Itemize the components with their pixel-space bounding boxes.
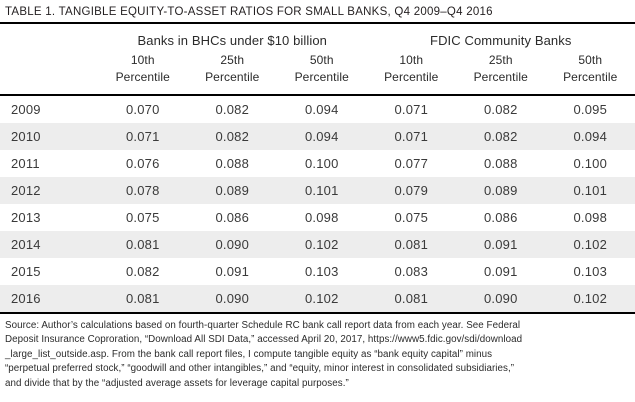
corner-cell xyxy=(0,24,98,49)
value-cell: 0.070 xyxy=(125,101,160,117)
value-cell: 0.082 xyxy=(215,101,250,117)
value-cell: 0.081 xyxy=(125,290,160,306)
value-cell: 0.102 xyxy=(573,290,608,306)
year-cell: 2009 xyxy=(11,101,41,117)
value-cell: 0.103 xyxy=(573,263,608,279)
value-cell: 0.091 xyxy=(483,236,518,252)
value-cell: 0.077 xyxy=(394,155,429,171)
source-line: _large_list_outside.asp. From the bank c… xyxy=(5,348,493,360)
year-cell: 2010 xyxy=(11,128,41,144)
year-cell: 2015 xyxy=(11,263,41,279)
value-cell: 0.090 xyxy=(215,290,250,306)
value-cell: 0.101 xyxy=(304,182,339,198)
corner-cell xyxy=(0,49,98,96)
value-cell: 0.088 xyxy=(215,155,250,171)
source-line: “perpetual preferred stock,” “goodwill a… xyxy=(5,363,515,375)
value-cell: 0.094 xyxy=(304,128,339,144)
value-cell: 0.089 xyxy=(483,182,518,198)
source-line: Source: Author’s calculations based on f… xyxy=(5,319,521,331)
year-cell: 2011 xyxy=(11,155,40,171)
value-cell: 0.098 xyxy=(573,209,608,225)
value-cell: 0.086 xyxy=(483,209,518,225)
table-row: 2014 0.081 0.090 0.102 0.081 0.091 0.102 xyxy=(0,230,635,258)
column-group-fdic: FDIC Community Banks xyxy=(430,33,572,48)
value-cell: 0.079 xyxy=(394,182,429,198)
value-cell: 0.082 xyxy=(215,128,250,144)
value-cell: 0.081 xyxy=(125,236,160,252)
year-cell: 2016 xyxy=(11,290,41,306)
column-group-row: Banks in BHCs under $10 billion FDIC Com… xyxy=(0,24,635,49)
column-header-bhc-10th: 10th Percentile xyxy=(98,49,188,96)
value-cell: 0.102 xyxy=(304,290,339,306)
value-cell: 0.086 xyxy=(215,209,250,225)
table-row: 2012 0.078 0.089 0.101 0.079 0.089 0.101 xyxy=(0,176,635,204)
value-cell: 0.081 xyxy=(394,236,429,252)
year-cell: 2012 xyxy=(11,182,41,198)
table-row: 2016 0.081 0.090 0.102 0.081 0.090 0.102 xyxy=(0,284,635,312)
table-row: 2013 0.075 0.086 0.098 0.075 0.086 0.098 xyxy=(0,204,635,231)
value-cell: 0.078 xyxy=(125,182,160,198)
table-row: 2015 0.082 0.091 0.103 0.083 0.091 0.103 xyxy=(0,258,635,285)
value-cell: 0.071 xyxy=(394,101,429,117)
source-note: Source: Author’s calculations based on f… xyxy=(0,311,635,392)
value-cell: 0.103 xyxy=(304,263,339,279)
value-cell: 0.100 xyxy=(304,155,339,171)
value-cell: 0.076 xyxy=(125,155,160,171)
value-cell: 0.094 xyxy=(573,128,608,144)
table-row: 2009 0.070 0.082 0.094 0.071 0.082 0.095 xyxy=(0,95,635,123)
column-header-fdic-50th: 50th Percentile xyxy=(545,49,635,96)
year-cell: 2013 xyxy=(11,209,41,225)
column-header-bhc-50th: 50th Percentile xyxy=(277,49,367,96)
value-cell: 0.091 xyxy=(215,263,250,279)
value-cell: 0.083 xyxy=(394,263,429,279)
value-cell: 0.071 xyxy=(125,128,160,144)
value-cell: 0.090 xyxy=(483,290,518,306)
value-cell: 0.102 xyxy=(573,236,608,252)
value-cell: 0.095 xyxy=(573,101,608,117)
column-group-bhc: Banks in BHCs under $10 billion xyxy=(137,33,328,48)
column-header-row: 10th Percentile 25th Percentile 50th Per… xyxy=(0,49,635,96)
column-header-fdic-25th: 25th Percentile xyxy=(456,49,546,96)
table-title: TABLE 1. TANGIBLE EQUITY-TO-ASSET RATIOS… xyxy=(0,0,635,24)
value-cell: 0.075 xyxy=(125,209,160,225)
value-cell: 0.082 xyxy=(125,263,160,279)
value-cell: 0.082 xyxy=(483,101,518,117)
source-line: and divide that by the “adjusted average… xyxy=(5,377,349,389)
value-cell: 0.091 xyxy=(483,263,518,279)
value-cell: 0.075 xyxy=(394,209,429,225)
source-line: Deposit Insurance Coproration, “Download… xyxy=(5,334,523,346)
value-cell: 0.094 xyxy=(304,101,339,117)
table-row: 2010 0.071 0.082 0.094 0.071 0.082 0.094 xyxy=(0,122,635,150)
value-cell: 0.088 xyxy=(483,155,518,171)
equity-ratio-table: Banks in BHCs under $10 billion FDIC Com… xyxy=(0,24,635,312)
column-header-fdic-10th: 10th Percentile xyxy=(366,49,456,96)
value-cell: 0.101 xyxy=(573,182,608,198)
value-cell: 0.090 xyxy=(215,236,250,252)
value-cell: 0.089 xyxy=(215,182,250,198)
year-cell: 2014 xyxy=(11,236,41,252)
value-cell: 0.071 xyxy=(394,128,429,144)
value-cell: 0.100 xyxy=(573,155,608,171)
value-cell: 0.098 xyxy=(304,209,339,225)
value-cell: 0.081 xyxy=(394,290,429,306)
column-header-bhc-25th: 25th Percentile xyxy=(187,49,277,96)
table-row: 2011 0.076 0.088 0.100 0.077 0.088 0.100 xyxy=(0,150,635,177)
value-cell: 0.102 xyxy=(304,236,339,252)
value-cell: 0.082 xyxy=(483,128,518,144)
